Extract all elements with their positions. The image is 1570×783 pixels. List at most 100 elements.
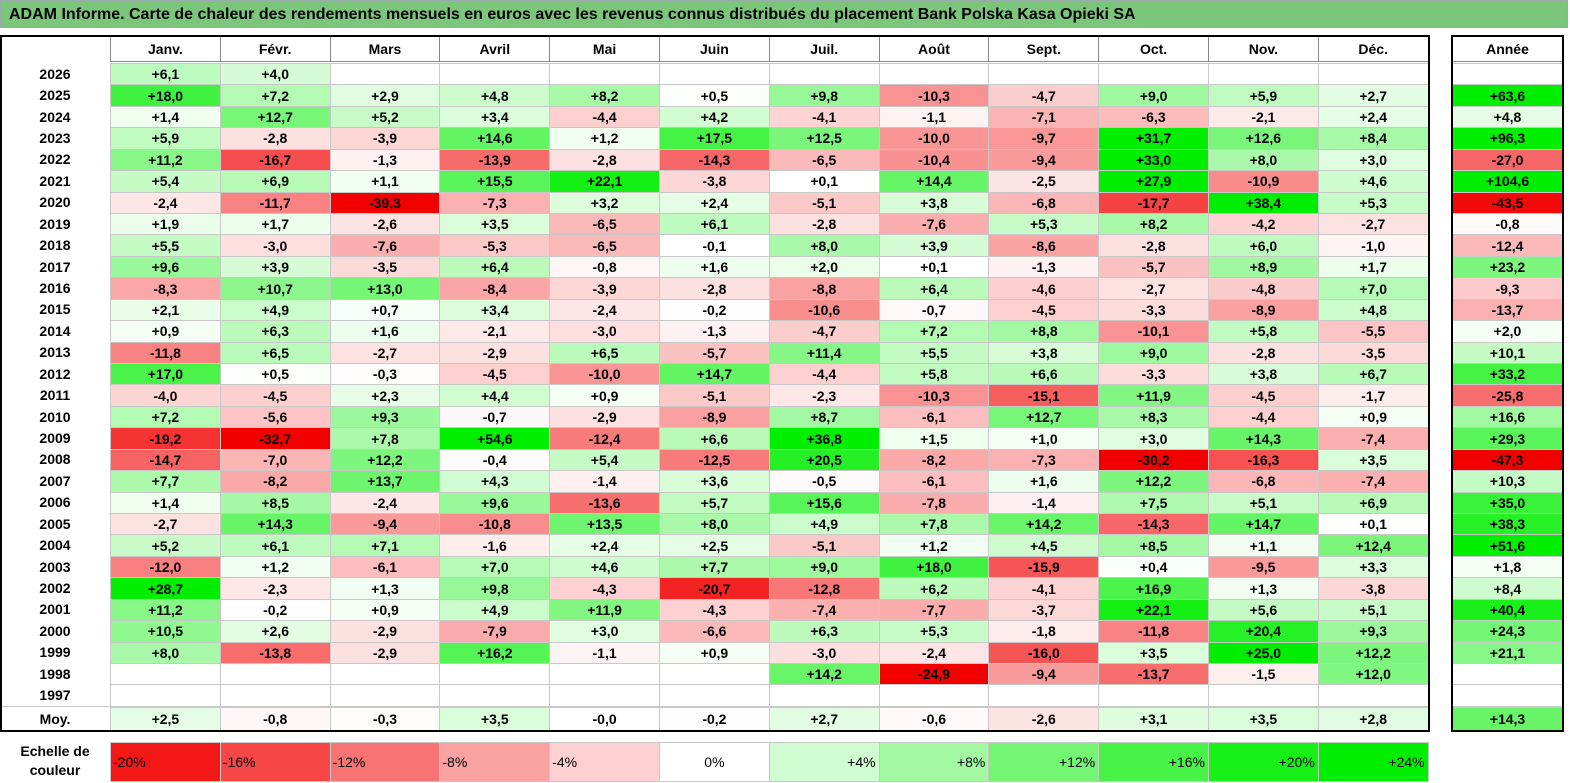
heatmap-cell: -14,3 <box>659 148 770 172</box>
heatmap-cell: -16,0 <box>988 641 1100 665</box>
heatmap-cell: +4,6 <box>1317 170 1429 193</box>
heatmap-cell: +5,1 <box>1208 491 1319 515</box>
heatmap-cell: +18,0 <box>878 555 990 579</box>
month-header: Oct. <box>1098 36 1209 62</box>
annual-cell: +29,3 <box>1452 427 1563 450</box>
heatmap-cell: +28,7 <box>110 577 221 600</box>
year-label: 2007 <box>0 470 110 493</box>
heatmap-cell: -10,9 <box>1208 170 1319 193</box>
scale-swatch: +24% <box>1317 742 1429 782</box>
heatmap-cell: +11,9 <box>549 598 660 622</box>
heatmap-cell: -4,5 <box>439 363 551 386</box>
heatmap-cell: +6,0 <box>1208 234 1319 257</box>
year-label: 1997 <box>0 684 110 707</box>
heatmap-cell: +3,6 <box>659 470 770 493</box>
heatmap-cell: -2,9 <box>329 641 441 665</box>
heatmap-cell: -1,7 <box>1317 384 1429 407</box>
heatmap-cell: +2,3 <box>329 384 441 407</box>
heatmap-cell: +8,3 <box>1098 405 1209 429</box>
heatmap-cell: -3,8 <box>659 170 770 193</box>
average-cell: -0,0 <box>549 707 660 731</box>
heatmap-cell <box>1208 63 1319 86</box>
heatmap-cell: +3,9 <box>878 234 990 257</box>
heatmap-cell: +12,6 <box>1208 127 1319 150</box>
heatmap-cell <box>768 684 880 707</box>
heatmap-cell <box>439 663 551 686</box>
heatmap-cell: +3,8 <box>878 191 990 214</box>
heatmap-cell: +6,5 <box>219 341 331 364</box>
heatmap-cell: +1,1 <box>329 170 441 193</box>
heatmap-cell: -1,0 <box>1317 234 1429 257</box>
heatmap-cell: +9,3 <box>1317 620 1429 643</box>
average-cell: +2,5 <box>110 707 221 731</box>
heatmap-cell <box>878 684 990 707</box>
heatmap-cell: +1,6 <box>329 320 441 343</box>
heatmap-cell: +8,9 <box>1208 255 1319 279</box>
heatmap-cell: +5,5 <box>110 234 221 257</box>
heatmap-cell: +3,9 <box>219 255 331 279</box>
heatmap-cell: +5,7 <box>659 491 770 515</box>
heatmap-cell: -14,3 <box>1098 513 1209 536</box>
heatmap-cell: -6,5 <box>549 234 660 257</box>
year-label: 2013 <box>0 341 110 364</box>
month-header: Juil. <box>768 36 880 62</box>
heatmap-cell: +7,8 <box>878 513 990 536</box>
heatmap-cell: +0,9 <box>659 641 770 665</box>
heatmap-cell: +8,5 <box>219 491 331 515</box>
average-cell: -0,2 <box>659 707 770 731</box>
heatmap-cell: -8,4 <box>439 277 551 300</box>
heatmap-cell: -15,1 <box>988 384 1100 407</box>
heatmap-cell: -9,4 <box>329 513 441 536</box>
heatmap-cell: +7,8 <box>329 427 441 450</box>
heatmap-cell: +1,7 <box>219 213 331 236</box>
month-header: Sept. <box>988 36 1100 62</box>
heatmap-cell: +4,4 <box>439 384 551 407</box>
heatmap-cell: -2,4 <box>110 191 221 214</box>
heatmap-cell: -2,5 <box>988 170 1100 193</box>
heatmap-cell: +16,9 <box>1098 577 1209 600</box>
heatmap-cell: -10,6 <box>768 298 880 322</box>
heatmap-cell: +25,0 <box>1208 641 1319 665</box>
heatmap-cell: +3,5 <box>1317 448 1429 472</box>
average-cell: -0,6 <box>878 707 990 731</box>
heatmap-cell: +1,2 <box>219 555 331 579</box>
heatmap-cell: +17,5 <box>659 127 770 150</box>
heatmap-cell: -7,9 <box>439 620 551 643</box>
heatmap-cell: +6,4 <box>878 277 990 300</box>
heatmap-cell: -19,2 <box>110 427 221 450</box>
heatmap-cell: +2,4 <box>1317 105 1429 129</box>
heatmap-cell: -5,1 <box>768 191 880 214</box>
heatmap-cell: -7,4 <box>768 598 880 622</box>
heatmap-cell: -3,8 <box>1317 577 1429 600</box>
month-header: Mai <box>549 36 660 62</box>
heatmap-cell: -10,3 <box>878 384 990 407</box>
heatmap-cell <box>768 63 880 86</box>
heatmap-cell <box>439 684 551 707</box>
annual-cell: +96,3 <box>1452 127 1563 150</box>
heatmap-cell: +6,3 <box>219 320 331 343</box>
year-label: 2006 <box>0 491 110 515</box>
heatmap-cell: -4,2 <box>1208 213 1319 236</box>
heatmap-cell: +8,0 <box>1208 148 1319 172</box>
scale-swatch: +8% <box>878 742 990 782</box>
heatmap-cell: -3,3 <box>1098 363 1209 386</box>
month-header: Déc. <box>1317 36 1429 62</box>
heatmap-cell: -30,2 <box>1098 448 1209 472</box>
heatmap-cell: -9,5 <box>1208 555 1319 579</box>
heatmap-cell: +5,9 <box>110 127 221 150</box>
heatmap-cell: +1,4 <box>110 105 221 129</box>
heatmap-cell: +1,5 <box>878 427 990 450</box>
heatmap-cell: +9,8 <box>439 577 551 600</box>
heatmap-cell: -8,9 <box>1208 298 1319 322</box>
year-label: 2017 <box>0 255 110 279</box>
heatmap-cell: -20,7 <box>659 577 770 600</box>
heatmap-cell: -4,7 <box>768 320 880 343</box>
heatmap-cell: -12,5 <box>659 448 770 472</box>
heatmap-cell: +8,8 <box>988 320 1100 343</box>
heatmap-cell: -10,4 <box>878 148 990 172</box>
heatmap-cell: +5,6 <box>1208 598 1319 622</box>
heatmap-cell: +14,2 <box>988 513 1100 536</box>
heatmap-cell: -2,8 <box>1208 341 1319 364</box>
heatmap-cell: -7,6 <box>878 213 990 236</box>
heatmap-cell: -3,5 <box>329 255 441 279</box>
